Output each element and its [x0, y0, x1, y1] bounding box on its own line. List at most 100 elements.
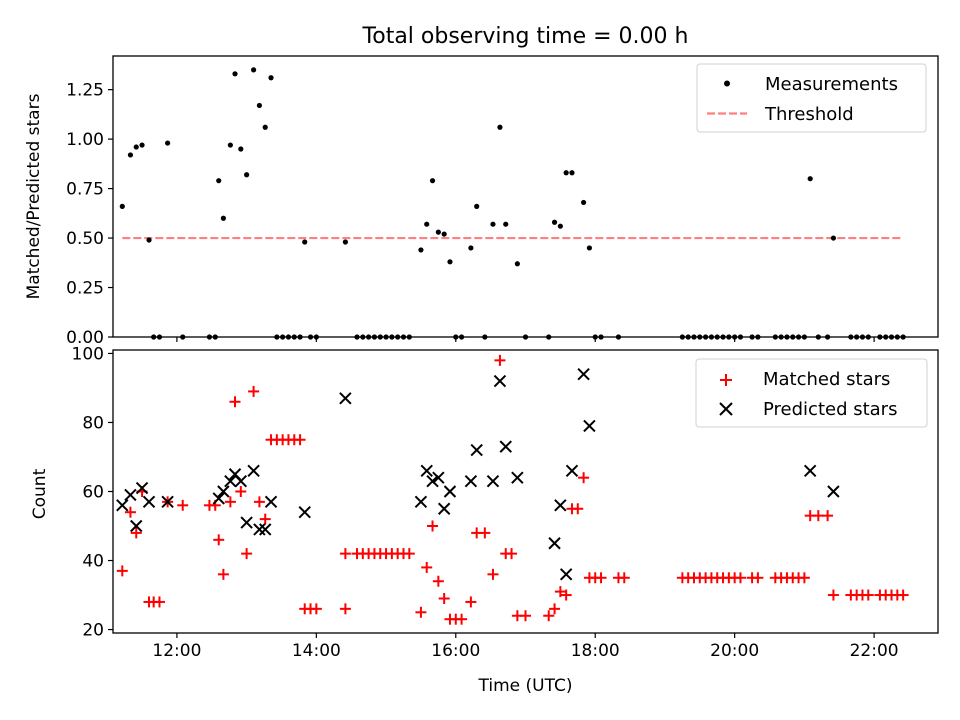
measurement-point: [490, 221, 496, 227]
measurement-point: [563, 170, 569, 176]
legend-matched-label: Matched stars: [763, 369, 890, 390]
legend-bottom: Matched stars Predicted stars: [695, 358, 928, 428]
matched-star-marker: [177, 499, 189, 511]
measurement-point: [580, 199, 587, 206]
axes-frame-top: [112, 55, 939, 338]
matched-star-marker: [734, 572, 746, 584]
y-tick-label: 0.75: [66, 180, 104, 200]
predicted-star-marker: [224, 474, 237, 488]
matched-star-marker: [822, 510, 834, 522]
matched-star-marker: [310, 603, 322, 615]
measurement-point: [514, 261, 520, 267]
predicted-star-marker: [217, 485, 230, 498]
matched-star-marker: [543, 610, 555, 622]
predicted-star-marker: [443, 485, 457, 498]
y-tick-label: 20: [82, 621, 104, 641]
predicted-star-marker: [565, 464, 579, 477]
predicted-star-marker: [554, 499, 567, 512]
chart-title: Total observing time = 0.00 h: [362, 24, 689, 49]
matched-star-marker: [618, 572, 630, 584]
measurement-point: [830, 235, 837, 241]
matched-star-marker: [812, 510, 824, 522]
measurement-point: [557, 223, 563, 229]
measurement-point: [569, 170, 575, 176]
panel-measurements: Total observing time = 0.00 h 0.00 0.25 0.…: [24, 24, 939, 348]
y-tick-label: 1.25: [66, 81, 104, 101]
measurement-point: [216, 178, 222, 184]
y-tick-label: 60: [82, 483, 104, 503]
measurement-point: [250, 67, 257, 73]
y-tick-label: 80: [82, 413, 104, 433]
axes-frame-bottom: [112, 349, 939, 634]
predicted-star-marker: [264, 495, 278, 509]
matched-star-marker: [897, 589, 909, 601]
measurement-point: [503, 221, 509, 227]
predicted-star-marker: [493, 374, 507, 388]
legend-top: Measurements Threshold: [696, 63, 927, 133]
measurement-point: [474, 203, 480, 209]
y-axis-label-count: Count: [30, 468, 50, 519]
predicted-star-marker: [548, 537, 561, 550]
predicted-star-marker: [499, 440, 512, 453]
legend-measurements-marker: [724, 80, 730, 87]
matched-star-marker: [224, 496, 236, 508]
y-tick-label: 40: [82, 552, 104, 572]
matched-star-marker: [494, 354, 506, 366]
measurement-point: [268, 75, 274, 81]
y-tick-label: 0.00: [66, 328, 104, 348]
predicted-star-marker: [253, 523, 266, 536]
measurement-point: [468, 245, 474, 251]
matched-star-marker: [213, 534, 225, 546]
measurement-point: [119, 203, 125, 209]
matched-star-marker: [862, 589, 874, 601]
measurement-point: [424, 221, 430, 227]
matched-star-marker: [427, 520, 439, 532]
matched-star-marker: [438, 592, 450, 604]
predicted-star-marker: [827, 485, 840, 498]
matched-star-marker: [432, 575, 444, 587]
matched-star-marker: [827, 589, 839, 601]
predicted-star-marker: [135, 481, 149, 495]
matched-star-marker: [549, 603, 561, 615]
y-tick-label: 1.00: [66, 130, 104, 150]
measurement-point: [262, 124, 268, 130]
x-tick-label: 22:00: [850, 641, 899, 661]
measurement-point: [497, 124, 503, 130]
y-tick-label: 0.25: [66, 279, 104, 299]
predicted-star-marker: [339, 392, 352, 405]
measurement-point: [232, 71, 238, 77]
predicted-star-marker: [142, 495, 156, 509]
matched-star-marker: [253, 496, 265, 508]
matched-star-marker: [235, 486, 247, 497]
predicted-star-marker: [426, 474, 439, 488]
y-tick-label: 0.50: [66, 229, 104, 249]
measurement-point: [146, 237, 152, 243]
panel-counts: 20 40 60 80 100 12:00 14:00 16:00 18:00 20:00 22:0…: [30, 344, 939, 696]
measurement-point: [244, 172, 250, 178]
matched-star-marker: [415, 606, 427, 618]
measurement-point: [220, 215, 226, 221]
predicted-star-marker: [130, 519, 143, 533]
matched-star-marker: [578, 472, 590, 484]
measurement-point: [238, 146, 244, 152]
x-tick-label: 14:00: [292, 641, 341, 661]
measurement-point: [586, 245, 593, 251]
measurement-point: [342, 239, 348, 245]
predicted-star-marker: [298, 506, 311, 519]
measurement-point: [227, 142, 233, 148]
matched-star-marker: [403, 548, 415, 560]
measurement-point: [256, 102, 263, 109]
x-tick-label: 12:00: [152, 641, 201, 661]
matched-star-marker: [752, 572, 764, 584]
x-tick-label: 18:00: [571, 641, 620, 661]
matched-star-marker: [116, 565, 128, 577]
matched-star-marker: [259, 513, 271, 525]
measurement-point: [139, 142, 145, 148]
plot-area-counts: 20 40 60 80 100 12:00 14:00 16:00 18:00 20:00 22:0…: [72, 344, 909, 661]
matched-star-marker: [487, 568, 499, 580]
predicted-star-marker: [414, 495, 428, 509]
x-tick-label: 16:00: [431, 641, 480, 661]
measurement-point: [429, 178, 436, 184]
matched-star-marker: [130, 527, 142, 539]
